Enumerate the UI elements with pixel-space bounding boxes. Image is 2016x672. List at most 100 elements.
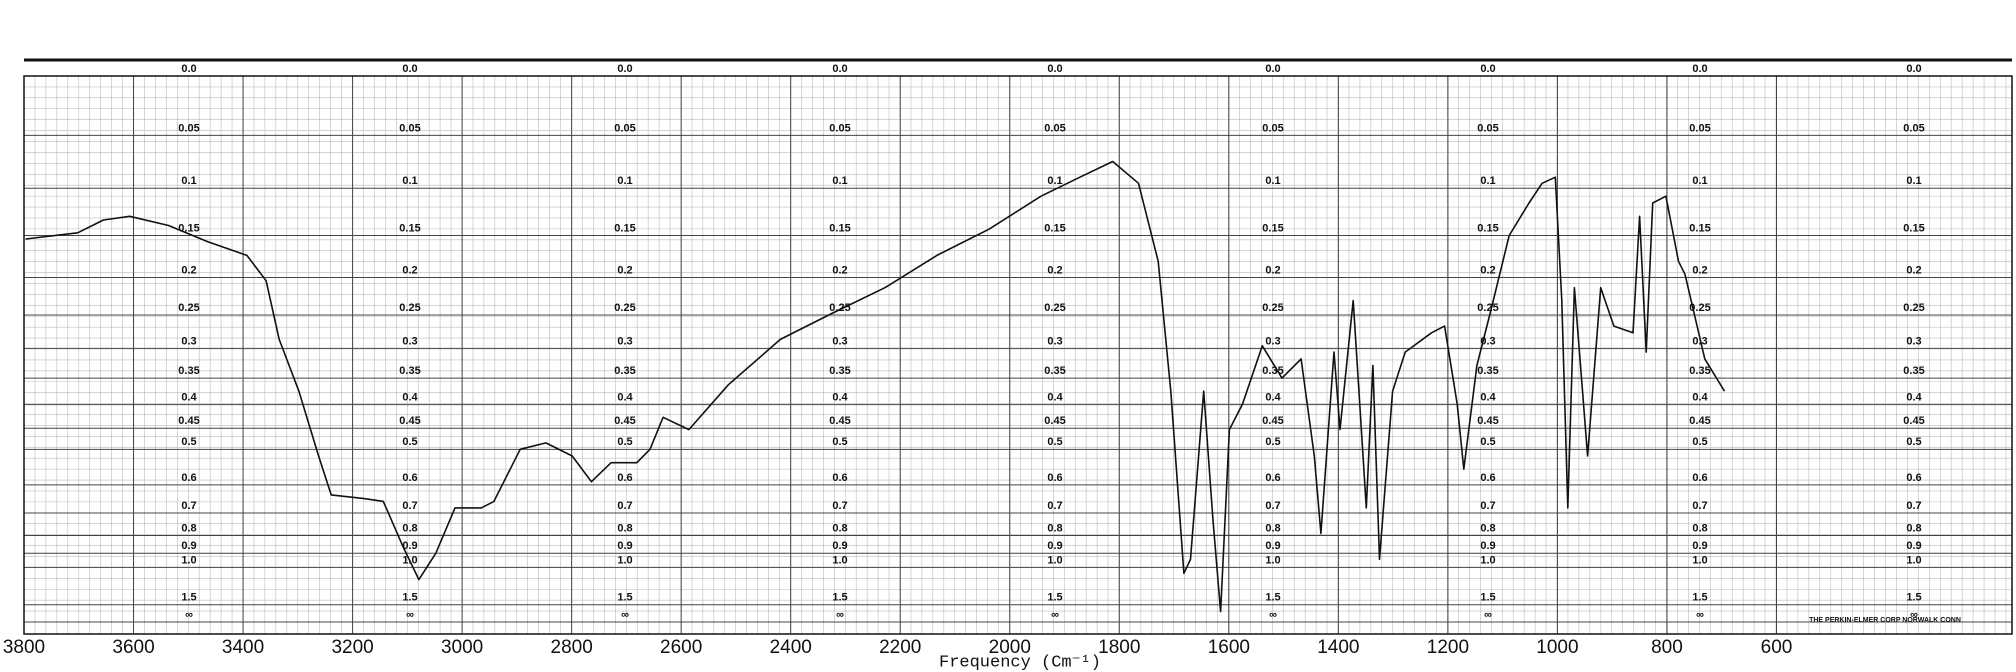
- y-tick-label: 1.0: [1692, 554, 1707, 566]
- y-tick-label: 1.0: [1480, 554, 1495, 566]
- y-tick-label: ∞: [1269, 609, 1277, 621]
- y-tick-label: 0.2: [1906, 264, 1921, 276]
- y-tick-label: 0.45: [614, 415, 635, 427]
- y-tick-label: ∞: [1484, 609, 1492, 621]
- y-tick-label: 0.4: [617, 392, 633, 404]
- y-tick-label: 1.0: [1047, 554, 1062, 566]
- y-tick-label: 1.0: [617, 554, 632, 566]
- y-tick-label: 0.6: [1692, 472, 1707, 484]
- y-tick-label: 0.6: [1265, 472, 1280, 484]
- y-tick-label: 0.05: [1262, 122, 1283, 134]
- y-tick-label: 0.5: [1906, 436, 1921, 448]
- x-tick-label: 3800: [3, 637, 45, 658]
- y-tick-label: 0.0: [402, 63, 417, 75]
- y-tick-label: 0.0: [1906, 63, 1921, 75]
- y-tick-label: 0.4: [1906, 392, 1922, 404]
- y-tick-label: 0.05: [614, 122, 635, 134]
- y-tick-label: 0.5: [1692, 436, 1707, 448]
- y-tick-label: 0.2: [1047, 264, 1062, 276]
- y-tick-label: 0.8: [402, 522, 417, 534]
- y-tick-label: 0.7: [617, 500, 632, 512]
- x-tick-label: 3600: [112, 637, 154, 658]
- y-tick-label: 0.3: [1047, 335, 1062, 347]
- y-tick-label: 0.4: [1692, 392, 1708, 404]
- y-tick-label: 0.0: [1692, 63, 1707, 75]
- y-tick-label: 0.05: [178, 122, 199, 134]
- y-tick-label: 0.7: [832, 500, 847, 512]
- y-tick-label: 0.7: [1265, 500, 1280, 512]
- y-tick-label: 0.25: [399, 302, 420, 314]
- y-tick-label: 0.7: [1480, 500, 1495, 512]
- y-tick-label: ∞: [185, 609, 193, 621]
- x-tick-label: 2400: [770, 637, 812, 658]
- y-tick-label: 0.5: [1265, 436, 1280, 448]
- y-tick-label: 0.15: [399, 222, 420, 234]
- y-tick-label: 0.05: [1903, 122, 1924, 134]
- y-tick-label: 0.8: [1692, 522, 1707, 534]
- x-tick-label: 2200: [879, 637, 921, 658]
- y-tick-label: 0.45: [1903, 415, 1924, 427]
- x-tick-label: 600: [1761, 637, 1793, 658]
- y-tick-label: 0.8: [617, 522, 632, 534]
- y-tick-label: 0.2: [1265, 264, 1280, 276]
- y-tick-label: 0.8: [1480, 522, 1495, 534]
- y-tick-label: 1.5: [1692, 592, 1707, 604]
- y-tick-label: 0.1: [1906, 175, 1921, 187]
- y-tick-label: 0.35: [1903, 365, 1924, 377]
- y-tick-label: ∞: [1910, 609, 1918, 621]
- y-tick-label: 1.5: [1265, 592, 1280, 604]
- y-tick-label: 0.45: [1477, 415, 1498, 427]
- annotation: THE PERKIN-ELMER CORP NORWALK CONN: [1809, 617, 1961, 624]
- y-tick-label: ∞: [621, 609, 629, 621]
- y-tick-label: 0.5: [181, 436, 196, 448]
- y-tick-label: 0.8: [181, 522, 196, 534]
- y-tick-label: 0.1: [402, 175, 417, 187]
- y-tick-label: 0.3: [181, 335, 196, 347]
- y-tick-label: 0.25: [829, 302, 850, 314]
- y-tick-label: 0.9: [1265, 540, 1280, 552]
- y-tick-label: 0.2: [402, 264, 417, 276]
- spectrum-line: [25, 160, 1726, 613]
- y-tick-label: 0.6: [1047, 472, 1062, 484]
- y-tick-label: 0.9: [402, 540, 417, 552]
- y-tick-label: 0.25: [178, 302, 199, 314]
- y-tick-label: 0.9: [617, 540, 632, 552]
- plot-frame: [23, 75, 2013, 635]
- y-tick-label: 0.9: [1692, 540, 1707, 552]
- y-tick-label: 0.35: [1262, 365, 1283, 377]
- x-tick-label: 1800: [1098, 637, 1140, 658]
- y-tick-label: 0.35: [178, 365, 199, 377]
- y-tick-label: 0.45: [399, 415, 420, 427]
- y-tick-label: 0.15: [829, 222, 850, 234]
- y-tick-label: 0.05: [1044, 122, 1065, 134]
- grid: [23, 75, 2012, 634]
- y-tick-label: 1.0: [1906, 554, 1921, 566]
- y-tick-label: 0.1: [617, 175, 632, 187]
- y-tick-label: ∞: [406, 609, 414, 621]
- y-tick-label: 0.3: [617, 335, 632, 347]
- y-tick-label: ∞: [1696, 609, 1704, 621]
- y-tick-label: 1.5: [1906, 592, 1921, 604]
- y-tick-label: 0.0: [832, 63, 847, 75]
- y-tick-label: 0.45: [178, 415, 199, 427]
- y-tick-label: 1.0: [1265, 554, 1280, 566]
- y-tick-label: 0.5: [1047, 436, 1062, 448]
- y-tick-label: 0.25: [1262, 302, 1283, 314]
- y-tick-label: 0.7: [181, 500, 196, 512]
- y-tick-label: 0.1: [1047, 175, 1062, 187]
- y-tick-label: 0.8: [1265, 522, 1280, 534]
- y-tick-label: 1.5: [832, 592, 847, 604]
- y-tick-label: 0.8: [832, 522, 847, 534]
- y-tick-label: 0.1: [1265, 175, 1280, 187]
- y-tick-label: 0.05: [399, 122, 420, 134]
- x-tick-label: 3000: [441, 637, 483, 658]
- y-tick-label: 0.3: [402, 335, 417, 347]
- y-tick-label: 0.4: [1047, 392, 1063, 404]
- x-tick-label: 1000: [1536, 637, 1578, 658]
- y-tick-label: 0.9: [832, 540, 847, 552]
- y-tick-label: 0.15: [614, 222, 635, 234]
- y-tick-label: 0.45: [1044, 415, 1065, 427]
- y-tick-label: 0.45: [829, 415, 850, 427]
- y-tick-label: 1.5: [1047, 592, 1062, 604]
